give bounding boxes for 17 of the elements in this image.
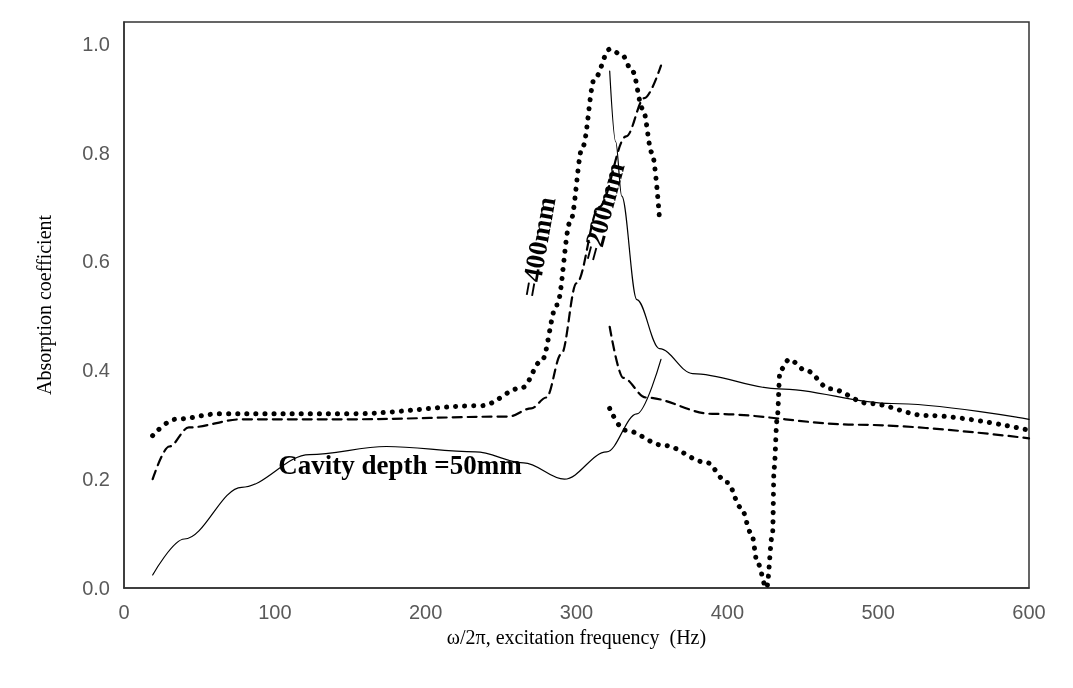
x-tick-label: 200 bbox=[408, 601, 443, 623]
y-tick-label: 0.0 bbox=[82, 577, 110, 599]
x-tick-label: 400 bbox=[710, 601, 745, 623]
annotation: Cavity depth =50mm bbox=[278, 450, 523, 480]
y-tick-label: 0.2 bbox=[82, 468, 110, 491]
x-tick-label: 500 bbox=[861, 601, 895, 623]
x-tick-label: 0 bbox=[118, 601, 130, 623]
y-tick-label: 1.0 bbox=[82, 32, 110, 55]
x-tick-label: 600 bbox=[1012, 601, 1046, 623]
x-tick-label: 100 bbox=[258, 601, 292, 623]
annotation: =400mm bbox=[514, 194, 562, 300]
y-tick-label: 0.6 bbox=[82, 250, 110, 273]
y-tick-label: 0.4 bbox=[82, 359, 110, 382]
x-tick-label: 300 bbox=[559, 601, 594, 623]
y-tick-label: 0.8 bbox=[82, 141, 110, 164]
x-axis-title: ω/2π, excitation frequency (Hz) bbox=[446, 625, 707, 649]
y-axis-title: Absorption coefficient bbox=[33, 214, 56, 396]
